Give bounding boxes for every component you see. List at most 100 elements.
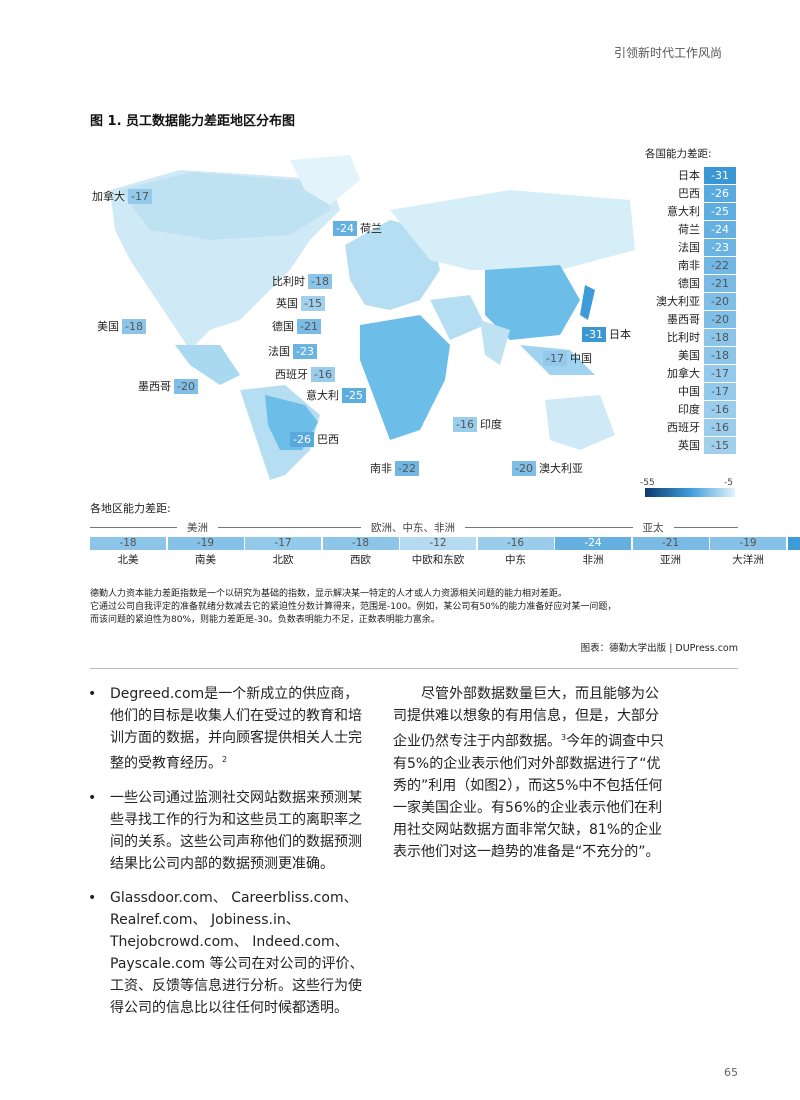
country-name: 中国 bbox=[678, 385, 700, 398]
region-value: -17 bbox=[245, 537, 321, 550]
map-label: -16 印度 bbox=[453, 416, 502, 432]
region-value: -12 bbox=[400, 537, 476, 550]
country-value: -18 bbox=[704, 329, 736, 346]
country-value: -20 bbox=[704, 293, 736, 310]
map-label-name: 美国 bbox=[97, 320, 119, 333]
map-label-name: 中国 bbox=[569, 352, 592, 365]
country-name: 西班牙 bbox=[667, 421, 700, 434]
map-label-value: -16 bbox=[311, 366, 335, 382]
country-name: 墨西哥 bbox=[667, 313, 700, 326]
map-label: -17 中国 bbox=[543, 350, 592, 366]
map-label: 法国 -23 bbox=[268, 343, 317, 359]
map-label-value: -23 bbox=[293, 343, 317, 359]
region-name: 亚洲 bbox=[660, 554, 681, 566]
map-label-value: -21 bbox=[297, 318, 321, 334]
china bbox=[485, 265, 580, 340]
country-row: 印度 -16 bbox=[640, 401, 736, 418]
figure-source: 图表：德勤大学出版 | DUPress.com bbox=[580, 643, 738, 654]
legend-min: -55 bbox=[640, 478, 655, 488]
country-value: -18 bbox=[704, 347, 736, 364]
india bbox=[480, 320, 510, 365]
map-label-name: 意大利 bbox=[306, 389, 339, 402]
map-label-value: -20 bbox=[174, 378, 198, 394]
country-name: 比利时 bbox=[667, 331, 700, 344]
region-name: 中东 bbox=[505, 554, 526, 566]
australia bbox=[545, 395, 615, 450]
region-name: 大洋洲 bbox=[732, 554, 764, 566]
country-name: 英国 bbox=[678, 439, 700, 452]
body-paragraph: 尽管外部数据数量巨大，而且能够为公司提供难以想象的有用信息，但是，大部分企业仍然… bbox=[393, 686, 665, 860]
figure-title: 图 1. 员工数据能力差距地区分布图 bbox=[90, 114, 296, 129]
region-name: 西欧 bbox=[350, 554, 371, 566]
map-label-name: 巴西 bbox=[316, 433, 339, 446]
map-label-name: 日本 bbox=[608, 328, 631, 341]
map-label-name: 澳大利亚 bbox=[538, 462, 583, 475]
map-label-value: -24 bbox=[333, 220, 357, 236]
country-name: 澳大利亚 bbox=[656, 295, 700, 308]
region-value: -16 bbox=[477, 537, 554, 550]
country-value: -31 bbox=[704, 167, 736, 184]
country-row: 法国 -23 bbox=[640, 239, 736, 256]
country-value: -17 bbox=[704, 383, 736, 400]
region-value: -21 bbox=[632, 537, 709, 550]
country-row: 中国 -17 bbox=[640, 383, 736, 400]
map-label: 意大利 -25 bbox=[306, 387, 366, 403]
map-label: 美国 -18 bbox=[97, 318, 146, 334]
map-label-name: 加拿大 bbox=[92, 190, 125, 203]
country-name: 日本 bbox=[678, 169, 700, 182]
country-row: 德国 -21 bbox=[640, 275, 736, 292]
map-label-value: -25 bbox=[342, 387, 366, 403]
country-name: 巴西 bbox=[678, 187, 700, 200]
map-label-value: -22 bbox=[395, 460, 419, 476]
region-name: 非洲 bbox=[582, 554, 604, 566]
map-label-name: 比利时 bbox=[272, 275, 305, 288]
country-row: 西班牙 -16 bbox=[640, 419, 736, 436]
country-name: 南非 bbox=[678, 259, 700, 272]
region-title: 各地区能力差距: bbox=[90, 502, 171, 515]
map-label-name: 法国 bbox=[268, 345, 290, 358]
map-label-value: -17 bbox=[543, 350, 567, 366]
country-value: -26 bbox=[704, 185, 736, 202]
map-label: 墨西哥 -20 bbox=[138, 378, 198, 394]
mexico bbox=[175, 345, 240, 385]
country-value: -22 bbox=[704, 257, 736, 274]
map-label: 英国 -15 bbox=[276, 295, 325, 311]
country-row: 英国 -15 bbox=[640, 437, 736, 454]
region-value: -18 bbox=[322, 537, 399, 550]
map-label-value: -20 bbox=[512, 460, 536, 476]
country-value: -16 bbox=[704, 419, 736, 436]
country-value: -25 bbox=[704, 203, 736, 220]
country-value: -16 bbox=[704, 401, 736, 418]
map-label: -26 巴西 bbox=[290, 431, 339, 447]
map-label-value: -16 bbox=[453, 416, 477, 432]
map-label: 南非 -22 bbox=[370, 460, 419, 476]
greenland bbox=[290, 155, 360, 205]
country-row: 日本 -31 bbox=[640, 167, 736, 184]
map-label-name: 荷兰 bbox=[359, 222, 382, 235]
region-name: 东南亚 bbox=[788, 552, 800, 567]
region-value: -19 bbox=[167, 537, 244, 550]
country-name: 意大利 bbox=[667, 205, 700, 218]
region-name: 中欧和东欧 bbox=[411, 554, 465, 566]
map-label-value: -17 bbox=[128, 188, 152, 204]
country-row: 荷兰 -24 bbox=[640, 221, 736, 238]
country-name: 加拿大 bbox=[667, 367, 700, 380]
country-row: 美国 -18 bbox=[640, 347, 736, 364]
map-label-name: 印度 bbox=[479, 418, 502, 431]
country-name: 荷兰 bbox=[678, 223, 700, 236]
region-name: 北美 bbox=[117, 554, 139, 566]
map-label: -24 荷兰 bbox=[333, 220, 382, 236]
country-value: -15 bbox=[704, 437, 736, 454]
map-label-name: 西班牙 bbox=[275, 368, 308, 381]
bullet-list: • Degreed.com是一个新成立的供应商，他们的目标是收集人们在受过的教育和… bbox=[88, 683, 368, 1031]
country-name: 印度 bbox=[678, 403, 700, 416]
color-legend bbox=[645, 488, 735, 497]
africa bbox=[360, 315, 450, 440]
country-row: 巴西 -26 bbox=[640, 185, 736, 202]
country-name: 德国 bbox=[678, 277, 700, 290]
country-name: 法国 bbox=[678, 241, 700, 254]
divider bbox=[90, 668, 738, 669]
map-label: -31 日本 bbox=[582, 326, 631, 342]
country-row: 南非 -22 bbox=[640, 257, 736, 274]
